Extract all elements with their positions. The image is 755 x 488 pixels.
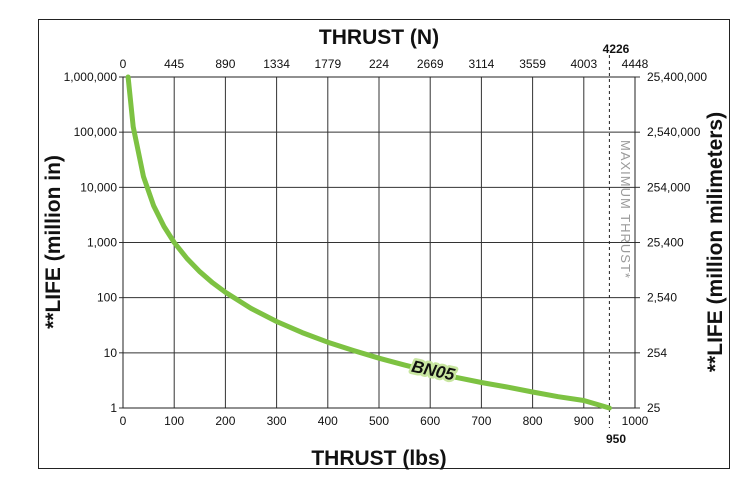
x-tick-label: 400 bbox=[318, 414, 338, 428]
x-tick-label: 500 bbox=[369, 414, 389, 428]
top-tick-label: 3559 bbox=[519, 57, 546, 71]
series-label-text: BN05 bbox=[410, 357, 457, 385]
y-tick-label: 1,000 bbox=[87, 236, 117, 250]
top-tick-label: 890 bbox=[215, 57, 235, 71]
x-tick-label: 0 bbox=[120, 414, 127, 428]
x-tick-label: 600 bbox=[420, 414, 440, 428]
y-axis-label: **LIFE (million in) bbox=[42, 155, 65, 329]
y-tick-label: 1 bbox=[110, 401, 117, 415]
y-tick-label: 100 bbox=[97, 291, 117, 305]
x-tick-label: 900 bbox=[574, 414, 594, 428]
x-tick-label: 800 bbox=[523, 414, 543, 428]
chart-title: THRUST (N) bbox=[319, 26, 439, 49]
top-tick-label: 224 bbox=[369, 57, 389, 71]
y-right-tick-label: 2,540 bbox=[647, 291, 677, 305]
top-tick-label: 1779 bbox=[314, 57, 341, 71]
y-tick-label: 100,000 bbox=[74, 125, 118, 139]
x-axis-label: THRUST (lbs) bbox=[311, 447, 446, 470]
top-tick-label: 1334 bbox=[263, 57, 290, 71]
y-tick-label: 10,000 bbox=[80, 180, 117, 194]
top-tick-label: 445 bbox=[164, 57, 184, 71]
y-tick-label: 10 bbox=[104, 346, 118, 360]
y-right-tick-label: 25 bbox=[647, 401, 661, 415]
y-tick-label: 1,000,000 bbox=[64, 70, 118, 84]
top-tick-label: 4448 bbox=[622, 57, 649, 71]
y-right-tick-label: 2,540,000 bbox=[647, 125, 701, 139]
max-thrust-label: MAXIMUM THRUST* bbox=[618, 140, 633, 279]
y-right-tick-label: 25,400,000 bbox=[647, 70, 707, 84]
y-right-tick-label: 254,000 bbox=[647, 180, 691, 194]
max-thrust-bottom-value: 950 bbox=[606, 432, 626, 446]
chart-frame bbox=[38, 19, 730, 469]
x-tick-label: 700 bbox=[471, 414, 491, 428]
top-tick-label: 4003 bbox=[570, 57, 597, 71]
y-right-tick-label: 25,400 bbox=[647, 236, 684, 250]
x-tick-label: 100 bbox=[164, 414, 184, 428]
grid bbox=[119, 76, 640, 409]
tick-labels: 0 0 100 445 200 890 300 1334 400 1779 500 224 600 266… bbox=[64, 57, 708, 428]
max-thrust-top-value: 4226 bbox=[603, 42, 630, 56]
x-tick-label: 1000 bbox=[622, 414, 649, 428]
top-tick-label: 0 bbox=[120, 57, 127, 71]
y-right-tick-label: 254 bbox=[647, 346, 667, 360]
plot-area bbox=[122, 76, 636, 409]
top-tick-label: 3114 bbox=[468, 57, 494, 71]
x-tick-label: 200 bbox=[215, 414, 235, 428]
x-tick-label: 300 bbox=[267, 414, 287, 428]
top-tick-label: 2669 bbox=[417, 57, 444, 71]
series-label-bn05: BN05 BN05 bbox=[407, 354, 459, 387]
series-line-bn05 bbox=[125, 74, 612, 411]
y-right-axis-label: **LIFE (million milimeters) bbox=[704, 112, 727, 372]
